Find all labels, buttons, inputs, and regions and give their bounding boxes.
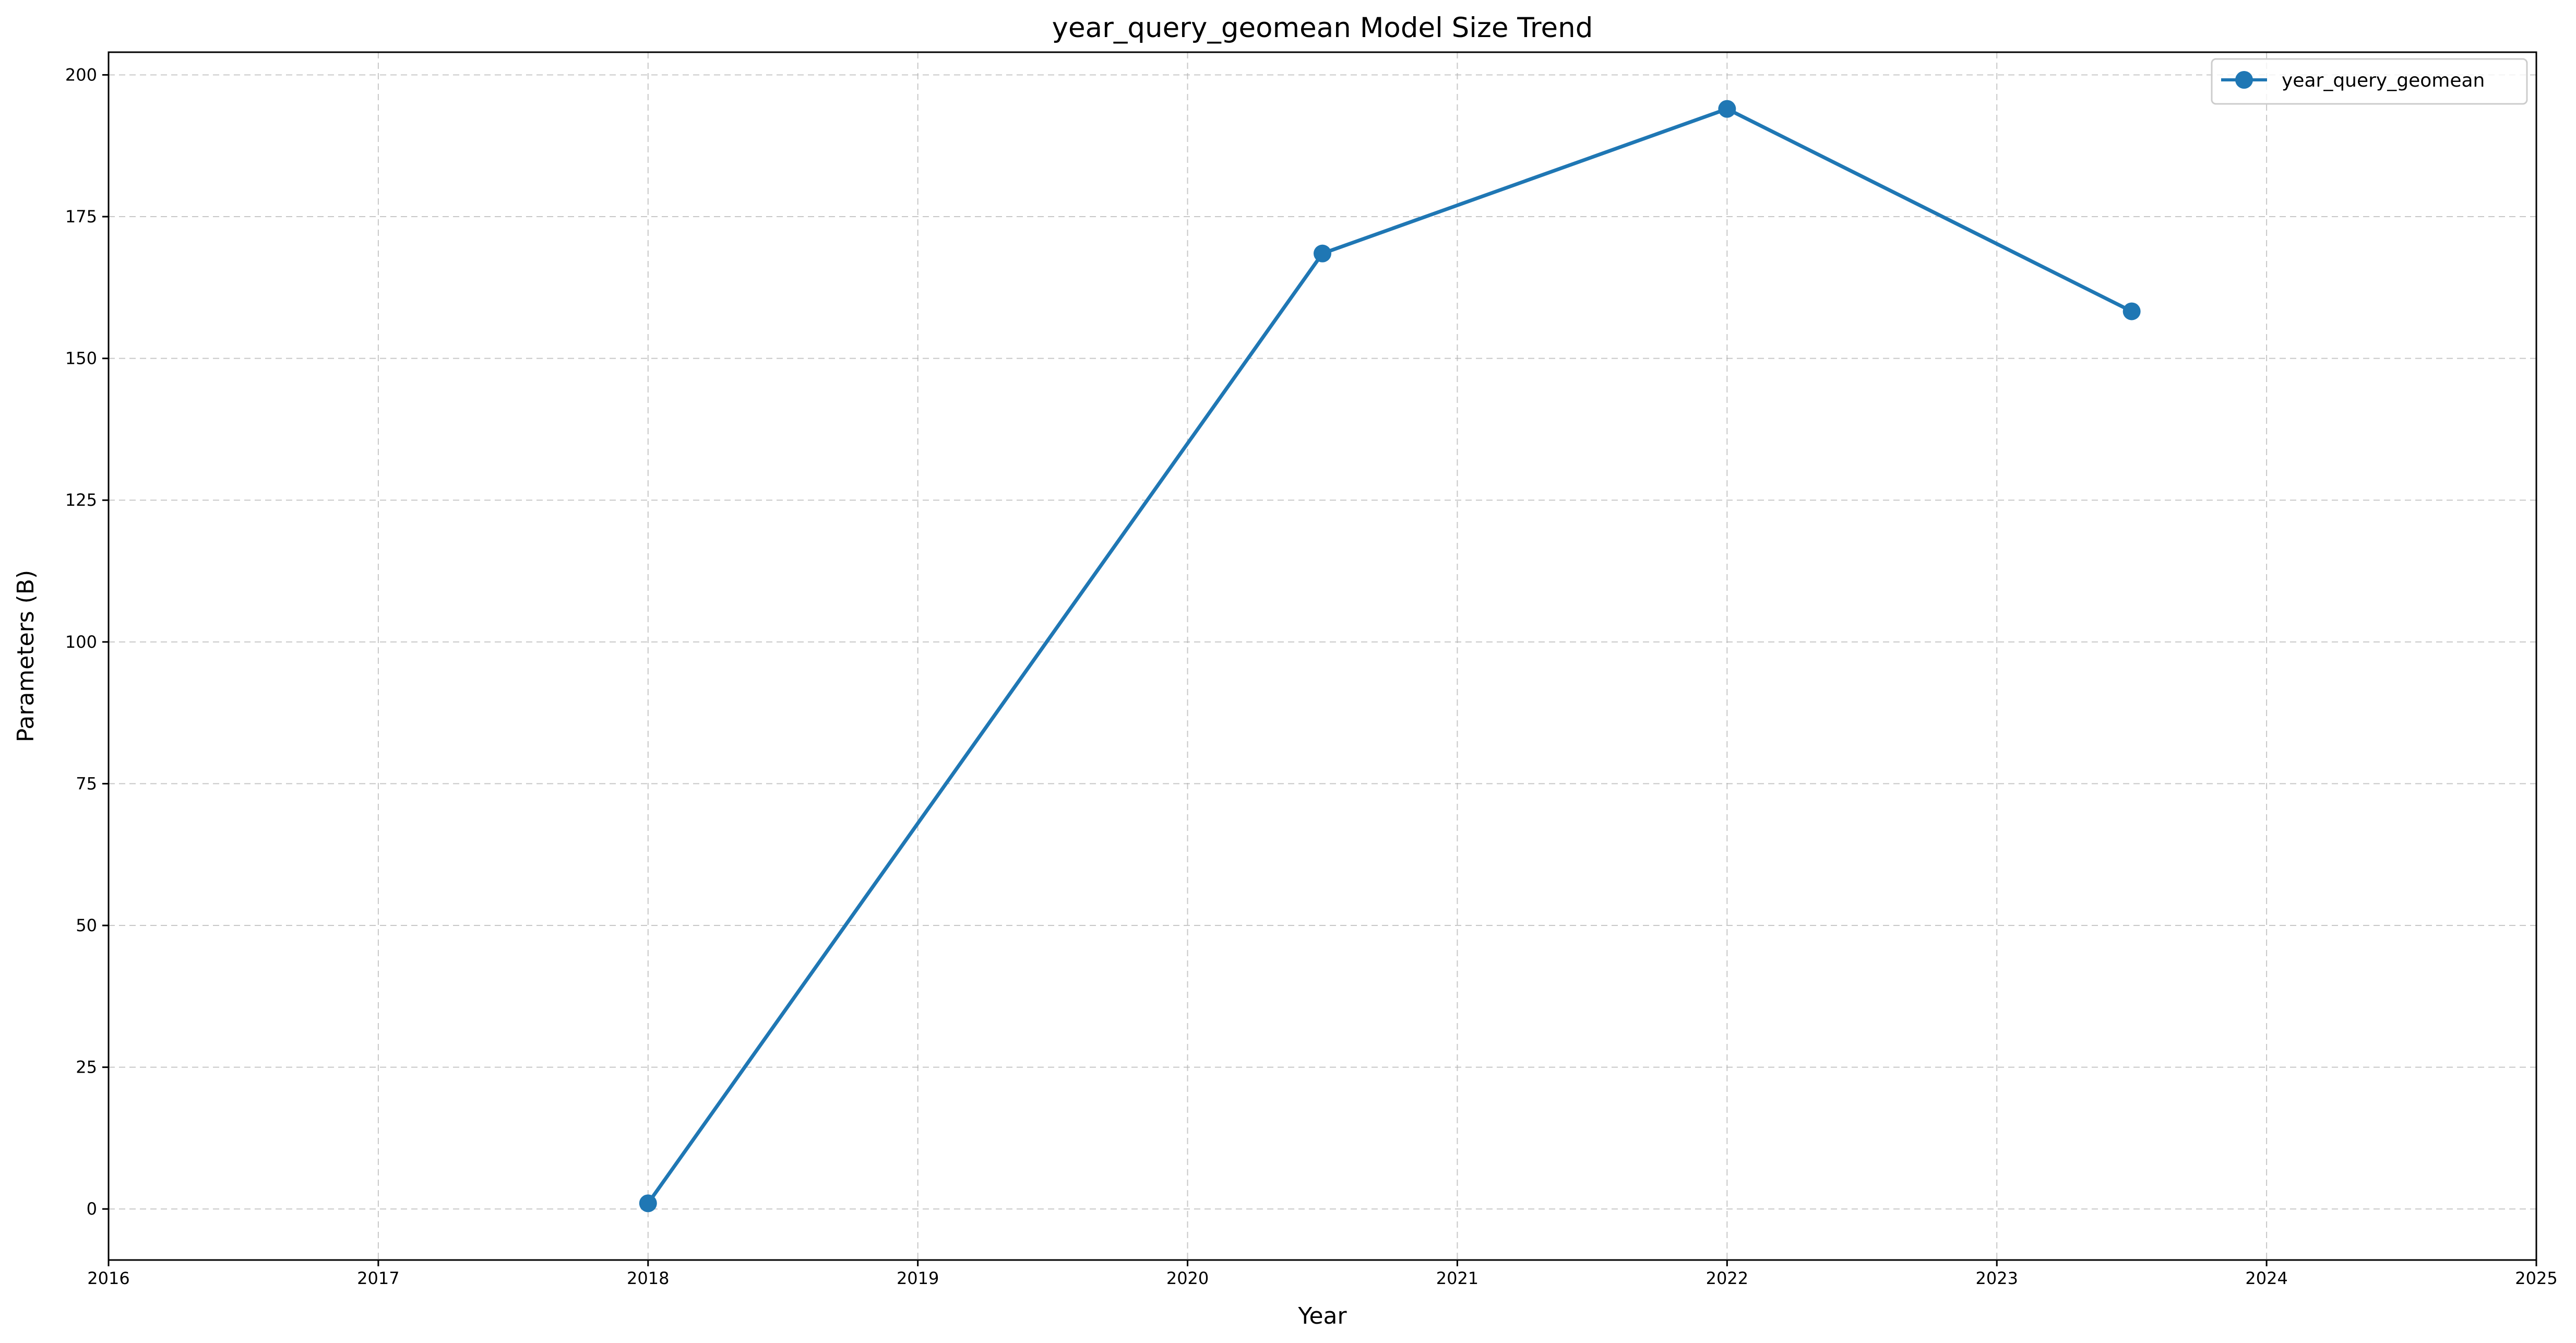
x-axis-ticks: 2016 2017 2018 2019 2020 2021 2022 2023 2024 2025	[87, 1260, 2558, 1288]
y-tick-label: 0	[87, 1199, 97, 1219]
x-tick-label: 2019	[897, 1268, 939, 1288]
plot-frame	[108, 51, 2537, 1261]
y-tick-label: 125	[65, 490, 97, 510]
legend-marker-swatch	[2235, 71, 2253, 89]
data-point	[2122, 302, 2141, 320]
x-tick-label: 2025	[2515, 1268, 2557, 1288]
legend-box	[2211, 58, 2528, 105]
x-tick-label: 2024	[2245, 1268, 2287, 1288]
x-tick-label: 2023	[1976, 1268, 2018, 1288]
y-tick-label: 75	[76, 774, 97, 793]
plot-area	[109, 52, 2536, 1260]
x-tick-label: 2017	[357, 1268, 399, 1288]
data-point	[639, 1194, 657, 1213]
data-point	[1314, 244, 1331, 263]
legend: year_query_geomean	[2211, 58, 2528, 105]
y-axis-label: Parameters (B)	[13, 570, 39, 742]
y-tick-label: 50	[76, 916, 97, 935]
y-tick-label: 100	[65, 632, 97, 652]
y-tick-label: 200	[65, 65, 97, 85]
x-tick-label: 2021	[1436, 1268, 1478, 1288]
chart-title: year_query_geomean Model Size Trend	[1052, 12, 1593, 44]
x-axis-label: Year	[1297, 1303, 1347, 1329]
x-tick-label: 2018	[627, 1268, 669, 1288]
x-tick-label: 2022	[1706, 1268, 1748, 1288]
data-point	[1718, 100, 1736, 118]
x-tick-label: 2016	[87, 1268, 129, 1288]
y-tick-label: 150	[65, 349, 97, 369]
y-axis-ticks: 0 25 50 75 100 125 150 175 200	[65, 65, 109, 1219]
legend-entry-label: year_query_geomean	[2282, 70, 2485, 91]
y-tick-label: 25	[76, 1057, 97, 1077]
y-tick-label: 175	[65, 207, 97, 227]
x-tick-label: 2020	[1166, 1268, 1209, 1288]
series-line	[646, 107, 2133, 1205]
grid-lines	[108, 52, 2537, 1260]
series-layer	[639, 100, 2141, 1213]
